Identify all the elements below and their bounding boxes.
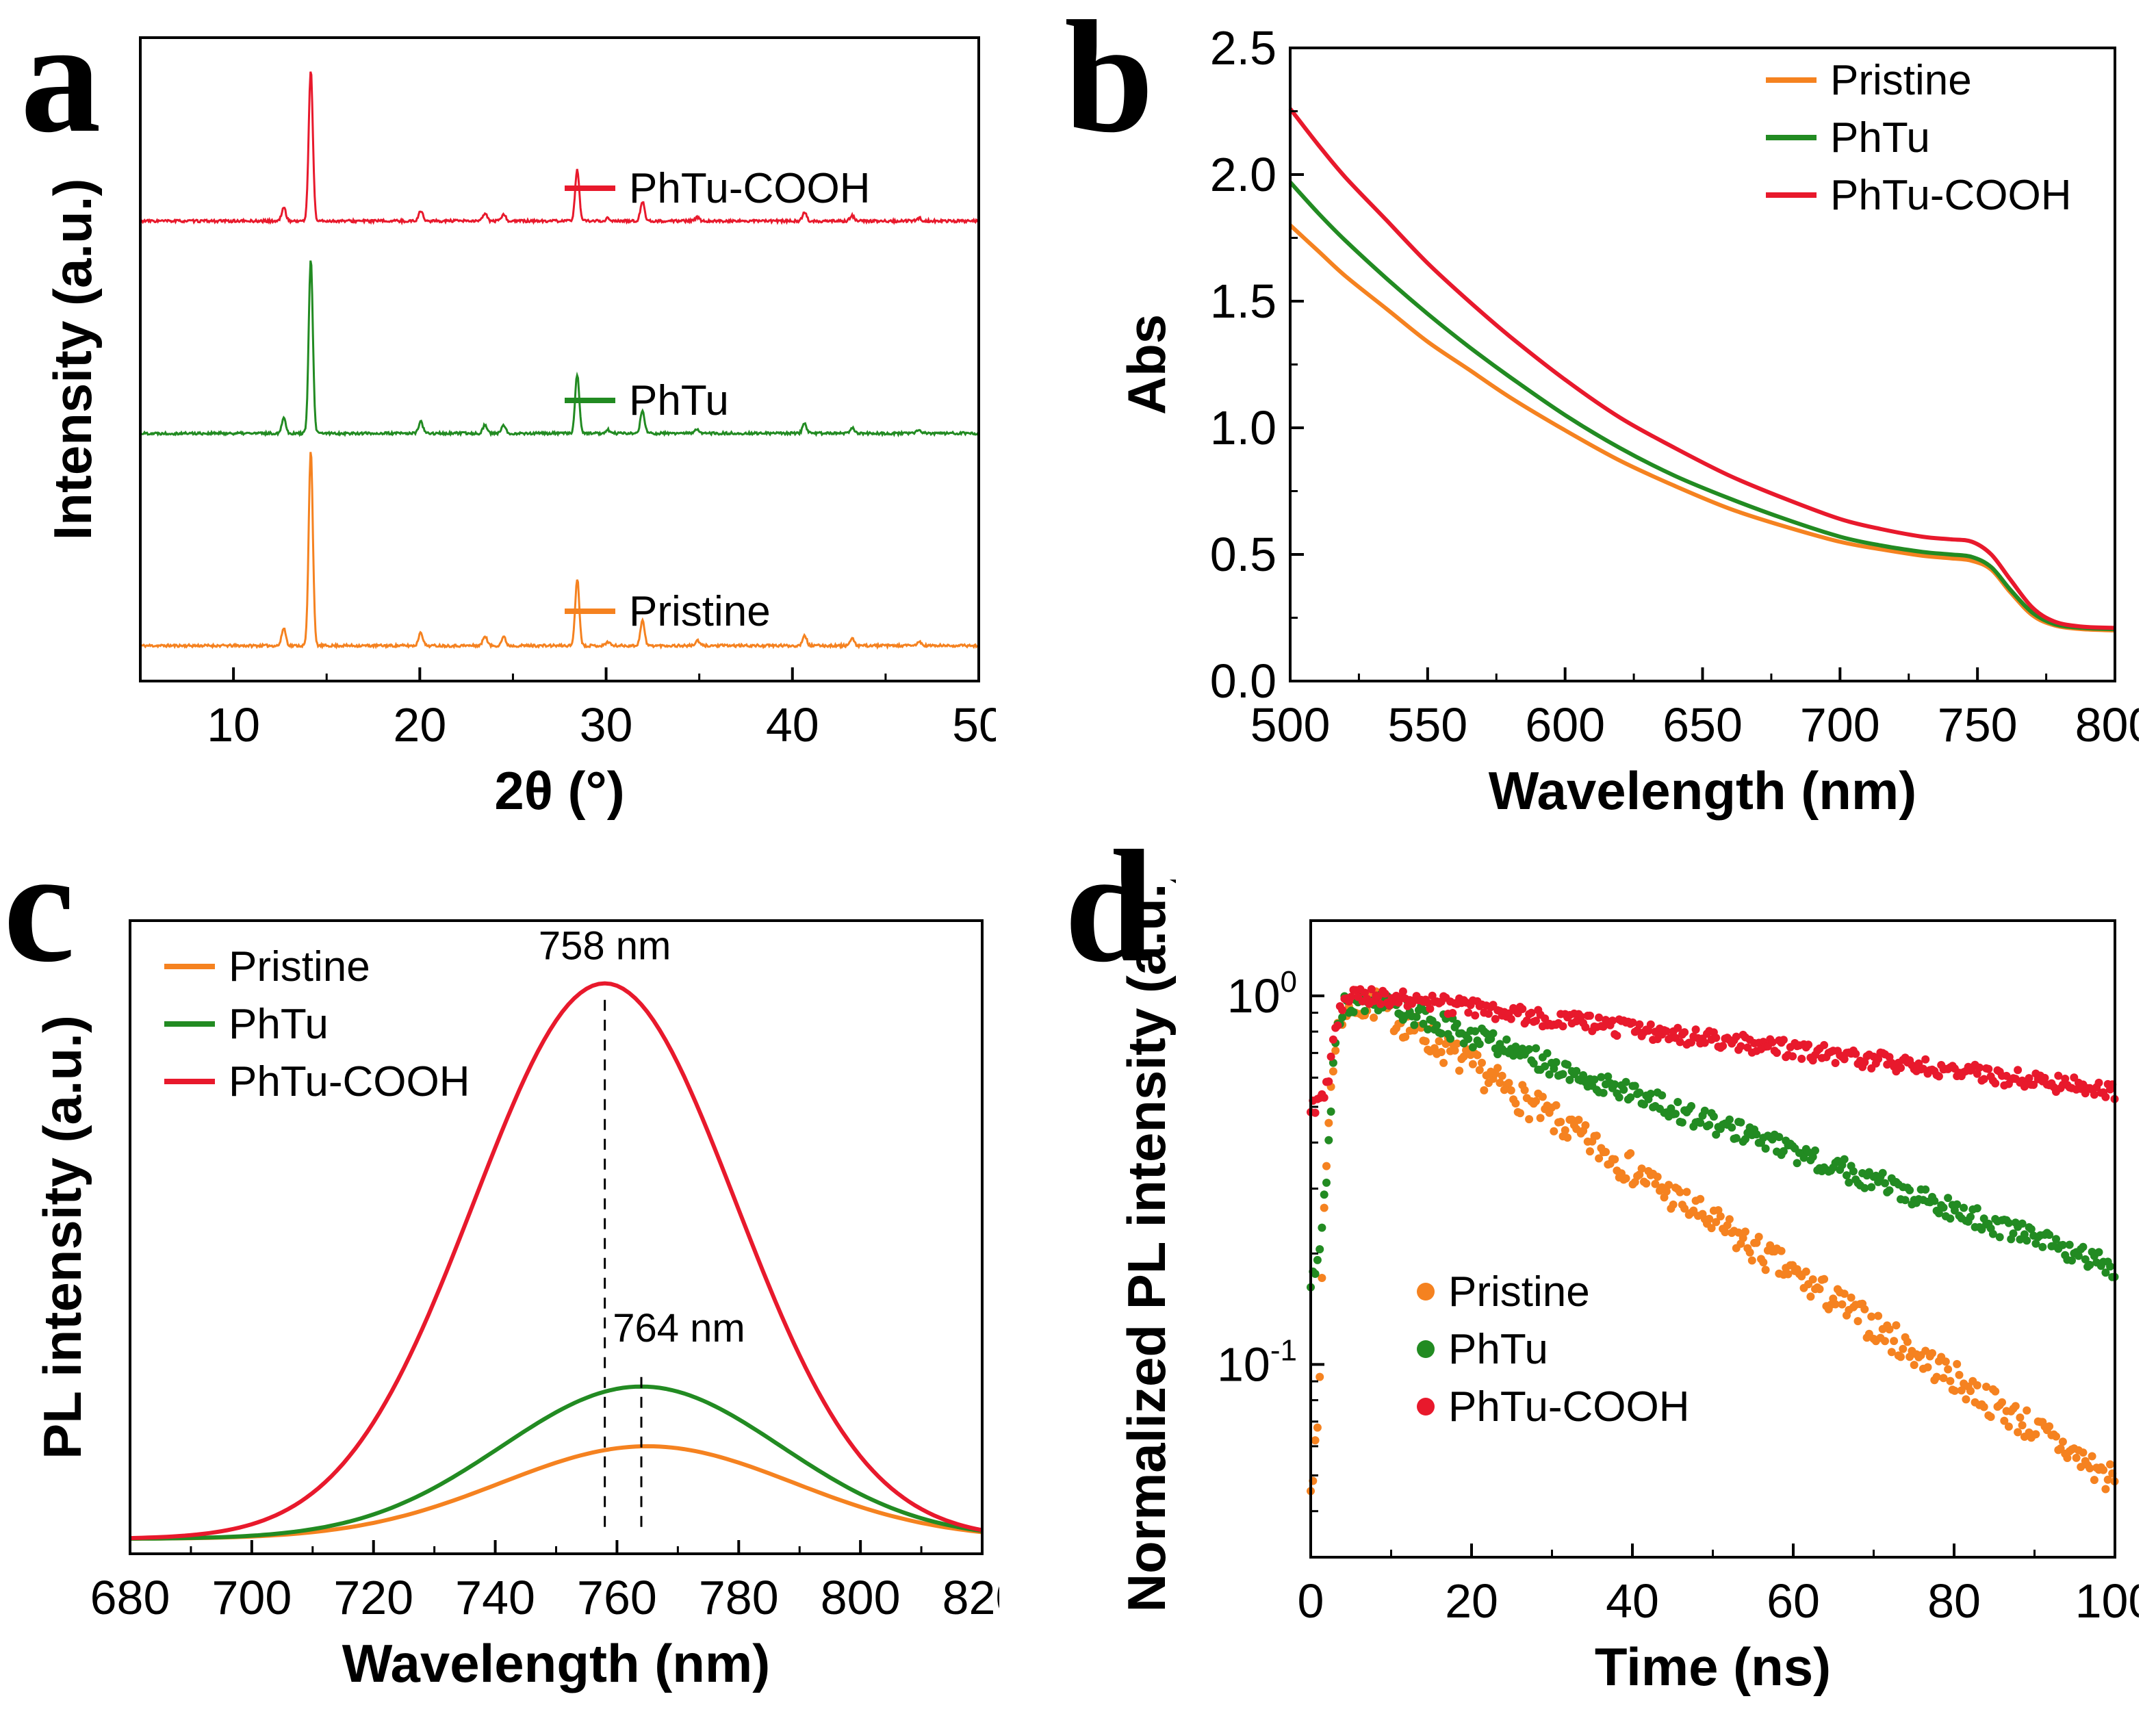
xrd-chart: PhTu-COOH PhTu Pristine 10 20 30 40 50 2θ (°)… [38,17,996,828]
trpl-decay-chart: Pristine PhTu PhTu-COOH 0 20 40 60 80 100 10-1… [1116,880,2139,1704]
svg-text:0.0: 0.0 [1210,654,1276,708]
svg-text:2.0: 2.0 [1210,148,1276,201]
legend-item-pristine: Pristine [1417,1263,1690,1320]
svg-text:780: 780 [699,1571,779,1624]
legend: Pristine PhTu PhTu-COOH [1766,51,2072,224]
legend-label-phtu: PhTu [1830,114,1930,162]
svg-text:0: 0 [1298,1574,1324,1628]
svg-text:Normalized PL intensity (a.u.): Normalized PL intensity (a.u.) [1116,880,1177,1612]
panel-b-plot: 500 550 600 650 700 750 800 0.0 0.5 1.0 1.5 2.0 2.5 W… [1116,21,2139,821]
svg-text:80: 80 [1927,1574,1981,1628]
legend-item-phtu: PhTu [164,995,470,1053]
svg-text:1.5: 1.5 [1210,274,1276,328]
legend-swatch-phtu [1417,1340,1435,1358]
svg-text:758 nm: 758 nm [539,924,671,969]
svg-text:700: 700 [1800,698,1880,752]
svg-text:0.5: 0.5 [1210,528,1276,581]
svg-text:800: 800 [821,1571,901,1624]
svg-text:820: 820 [942,1571,999,1624]
panel-label-b: b [1064,0,1154,166]
legend-item-phtu: PhTu [1766,109,2072,166]
svg-text:PL intensity (a.u.): PL intensity (a.u.) [32,1015,92,1459]
svg-text:Wavelength (nm): Wavelength (nm) [342,1633,770,1693]
pl-spectra-chart: Pristine PhTu PhTu-COOH 758 nm 764 nm 680 7… [27,890,999,1701]
svg-text:60: 60 [1767,1574,1820,1628]
svg-text:40: 40 [766,698,819,752]
panel-label-d: d [1064,817,1154,995]
svg-text:720: 720 [333,1571,413,1624]
legend: Pristine PhTu PhTu-COOH [164,938,470,1110]
legend-item-pristine: Pristine [565,585,771,637]
legend: Pristine PhTu PhTu-COOH [1417,1263,1690,1435]
legend-swatch-phtucooh [164,1079,215,1084]
absorbance-chart: Pristine PhTu PhTu-COOH 500 550 600 650 700 7… [1116,17,2139,828]
legend-swatch-phtu [164,1021,215,1027]
svg-text:700: 700 [211,1571,292,1624]
svg-text:2.5: 2.5 [1210,21,1276,75]
svg-text:650: 650 [1663,698,1743,752]
legend-label-pristine: Pristine [1830,56,1972,104]
svg-text:Wavelength (nm): Wavelength (nm) [1489,760,1916,821]
legend-item-phtucooh: PhTu-COOH [164,1053,470,1110]
legend-item-pristine: Pristine [1766,51,2072,109]
legend-swatch-phtucooh [1417,1398,1435,1416]
svg-text:30: 30 [580,698,633,752]
svg-text:20: 20 [393,698,446,752]
svg-text:680: 680 [90,1571,170,1624]
svg-text:764 nm: 764 nm [613,1306,745,1350]
svg-text:Intensity (a.u.): Intensity (a.u.) [42,179,103,541]
legend-label-phtu: PhTu [229,1000,329,1048]
legend-item-pristine: Pristine [164,938,470,995]
legend-item-phtucooh: PhTu-COOH [1417,1378,1690,1435]
legend-label-phtu: PhTu [629,376,729,424]
svg-text:Abs: Abs [1116,314,1177,415]
legend-label-phtucooh: PhTu-COOH [629,164,871,212]
svg-text:10-1: 10-1 [1217,1333,1297,1391]
svg-text:1.0: 1.0 [1210,401,1276,454]
panel-d-plot: 0 20 40 60 80 100 10-1 100 Time (ns) Normalized P… [1116,880,2139,1697]
svg-text:740: 740 [455,1571,535,1624]
legend-item-phtu: PhTu [1417,1320,1690,1378]
svg-text:600: 600 [1525,698,1605,752]
svg-text:2θ (°): 2θ (°) [494,760,624,821]
panel-a-plot: 10 20 30 40 50 2θ (°) Intensity (a.u.) [42,36,996,821]
legend-label-phtucooh: PhTu-COOH [229,1058,470,1105]
legend-item-phtucooh: PhTu-COOH [1766,166,2072,224]
legend-label-phtucooh: PhTu-COOH [1448,1383,1690,1431]
legend-label-phtu: PhTu [1448,1325,1548,1373]
svg-text:750: 750 [1938,698,2018,752]
svg-text:550: 550 [1387,698,1467,752]
legend-label-phtucooh: PhTu-COOH [1830,171,2072,219]
panel-label-c: c [3,817,75,995]
legend-swatch-phtu [565,398,615,403]
svg-text:100: 100 [1227,965,1297,1023]
svg-text:40: 40 [1606,1574,1659,1628]
svg-text:760: 760 [577,1571,657,1624]
legend-item-phtu: PhTu [565,374,729,426]
legend-swatch-pristine [1417,1283,1435,1301]
legend-swatch-phtucooh [1766,192,1817,198]
legend-label-pristine: Pristine [229,943,370,990]
legend-swatch-pristine [164,964,215,969]
svg-text:500: 500 [1250,698,1331,752]
legend-label-pristine: Pristine [629,587,771,635]
svg-text:800: 800 [2075,698,2139,752]
svg-text:10: 10 [207,698,260,752]
svg-text:20: 20 [1445,1574,1498,1628]
legend-label-pristine: Pristine [1448,1268,1590,1316]
svg-text:50: 50 [952,698,996,752]
legend-swatch-phtucooh [565,185,615,191]
legend-item-phtucooh: PhTu-COOH [565,162,871,214]
legend-swatch-pristine [1766,77,1817,83]
panel-c-plot: 758 nm 764 nm 680 700 720 740 760 780 800 820 Wave… [32,919,999,1693]
panel-label-a: a [21,0,101,166]
svg-text:Time (ns): Time (ns) [1595,1637,1831,1697]
svg-text:100: 100 [2075,1574,2139,1628]
legend-swatch-phtu [1766,135,1817,140]
legend-swatch-pristine [565,609,615,614]
